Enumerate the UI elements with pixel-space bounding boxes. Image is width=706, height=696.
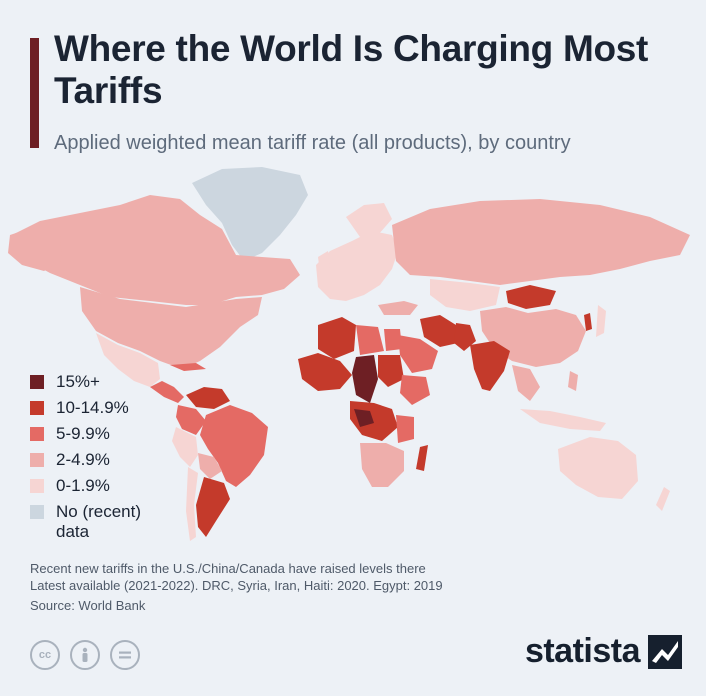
legend-label: 5-9.9% — [56, 424, 110, 443]
legend-label: 10-14.9% — [56, 398, 129, 417]
region-egypt — [384, 329, 402, 351]
region-southeast-asia — [512, 365, 540, 401]
region-sudan — [378, 355, 404, 387]
footnote-line: Latest available (2021-2022). DRC, Syria… — [30, 578, 443, 593]
legend-swatch — [30, 453, 44, 467]
region-indonesia — [520, 409, 606, 431]
legend-swatch — [30, 427, 44, 441]
license-icons: cc — [30, 640, 150, 670]
region-greenland — [192, 167, 308, 261]
footnotes: Recent new tariffs in the U.S./China/Can… — [30, 560, 670, 614]
region-new-zealand — [656, 487, 670, 511]
region-australia — [558, 437, 638, 499]
no-derivatives-icon[interactable] — [110, 640, 140, 670]
region-philippines — [568, 371, 578, 391]
region-korea-japan — [584, 313, 592, 331]
region-india — [470, 341, 510, 391]
legend-item-5-9-9: 5-9.9% — [30, 424, 160, 450]
region-argentina — [196, 477, 230, 537]
legend-label: No (recent) data — [56, 502, 142, 541]
statista-logo-icon — [648, 634, 682, 669]
legend-item-2-4-9: 2-4.9% — [30, 450, 160, 476]
region-algeria — [318, 317, 356, 359]
region-turkey — [378, 301, 418, 315]
region-chad — [352, 355, 378, 403]
legend-swatch — [30, 479, 44, 493]
map-legend: 15%+ 10-14.9% 5-9.9% 2-4.9% 0-1.9% No (r… — [30, 372, 160, 546]
region-tanzania — [396, 415, 414, 443]
region-chile — [186, 467, 198, 541]
region-peru — [172, 427, 198, 467]
region-kazakhstan — [430, 279, 500, 311]
region-uk — [318, 251, 330, 273]
region-venezuela — [186, 387, 230, 409]
region-brazil — [200, 405, 268, 487]
source-note: Source: World Bank — [30, 598, 146, 613]
legend-item-10-14-9: 10-14.9% — [30, 398, 160, 424]
legend-item-no-data: No (recent) data — [30, 502, 160, 546]
region-mexico — [96, 333, 160, 387]
legend-swatch — [30, 375, 44, 389]
region-iran — [420, 315, 458, 347]
region-east-africa — [400, 375, 430, 405]
legend-label: 2-4.9% — [56, 450, 110, 469]
region-alaska — [8, 225, 62, 271]
region-west-africa — [298, 353, 352, 391]
page-subtitle: Applied weighted mean tariff rate (all p… — [54, 132, 571, 154]
legend-label: 15%+ — [56, 372, 100, 391]
region-central-america — [150, 381, 184, 403]
legend-item-0-1-9: 0-1.9% — [30, 476, 160, 502]
region-scandinavia — [346, 203, 392, 237]
region-japan — [596, 305, 606, 337]
page-title: Where the World Is Charging Most Tariffs — [54, 28, 649, 111]
world-map — [8, 167, 690, 541]
region-united-states — [80, 287, 262, 369]
region-mongolia — [506, 285, 556, 309]
region-pakistan — [454, 323, 476, 351]
region-canada — [12, 195, 300, 305]
region-southern-africa — [360, 443, 404, 487]
region-bolivia — [198, 453, 222, 479]
legend-label: 0-1.9% — [56, 476, 110, 495]
region-colombia — [176, 405, 206, 435]
legend-item-15-plus: 15%+ — [30, 372, 160, 398]
brand-logo[interactable]: statista — [525, 632, 682, 671]
region-russia — [392, 199, 690, 285]
region-europe — [316, 231, 398, 301]
footnote-line: Recent new tariffs in the U.S./China/Can… — [30, 561, 426, 576]
attribution-icon[interactable] — [70, 640, 100, 670]
title-accent-bar — [30, 38, 39, 148]
region-libya — [356, 325, 384, 355]
region-saudi-arabia — [398, 335, 438, 373]
region-drc — [354, 409, 374, 427]
creative-commons-icon[interactable]: cc — [30, 640, 60, 670]
region-madagascar — [416, 445, 428, 471]
region-central-africa — [350, 401, 398, 441]
brand-wordmark: statista — [524, 632, 641, 670]
legend-swatch — [30, 401, 44, 415]
region-caribbean — [170, 363, 206, 371]
legend-swatch — [30, 505, 44, 519]
